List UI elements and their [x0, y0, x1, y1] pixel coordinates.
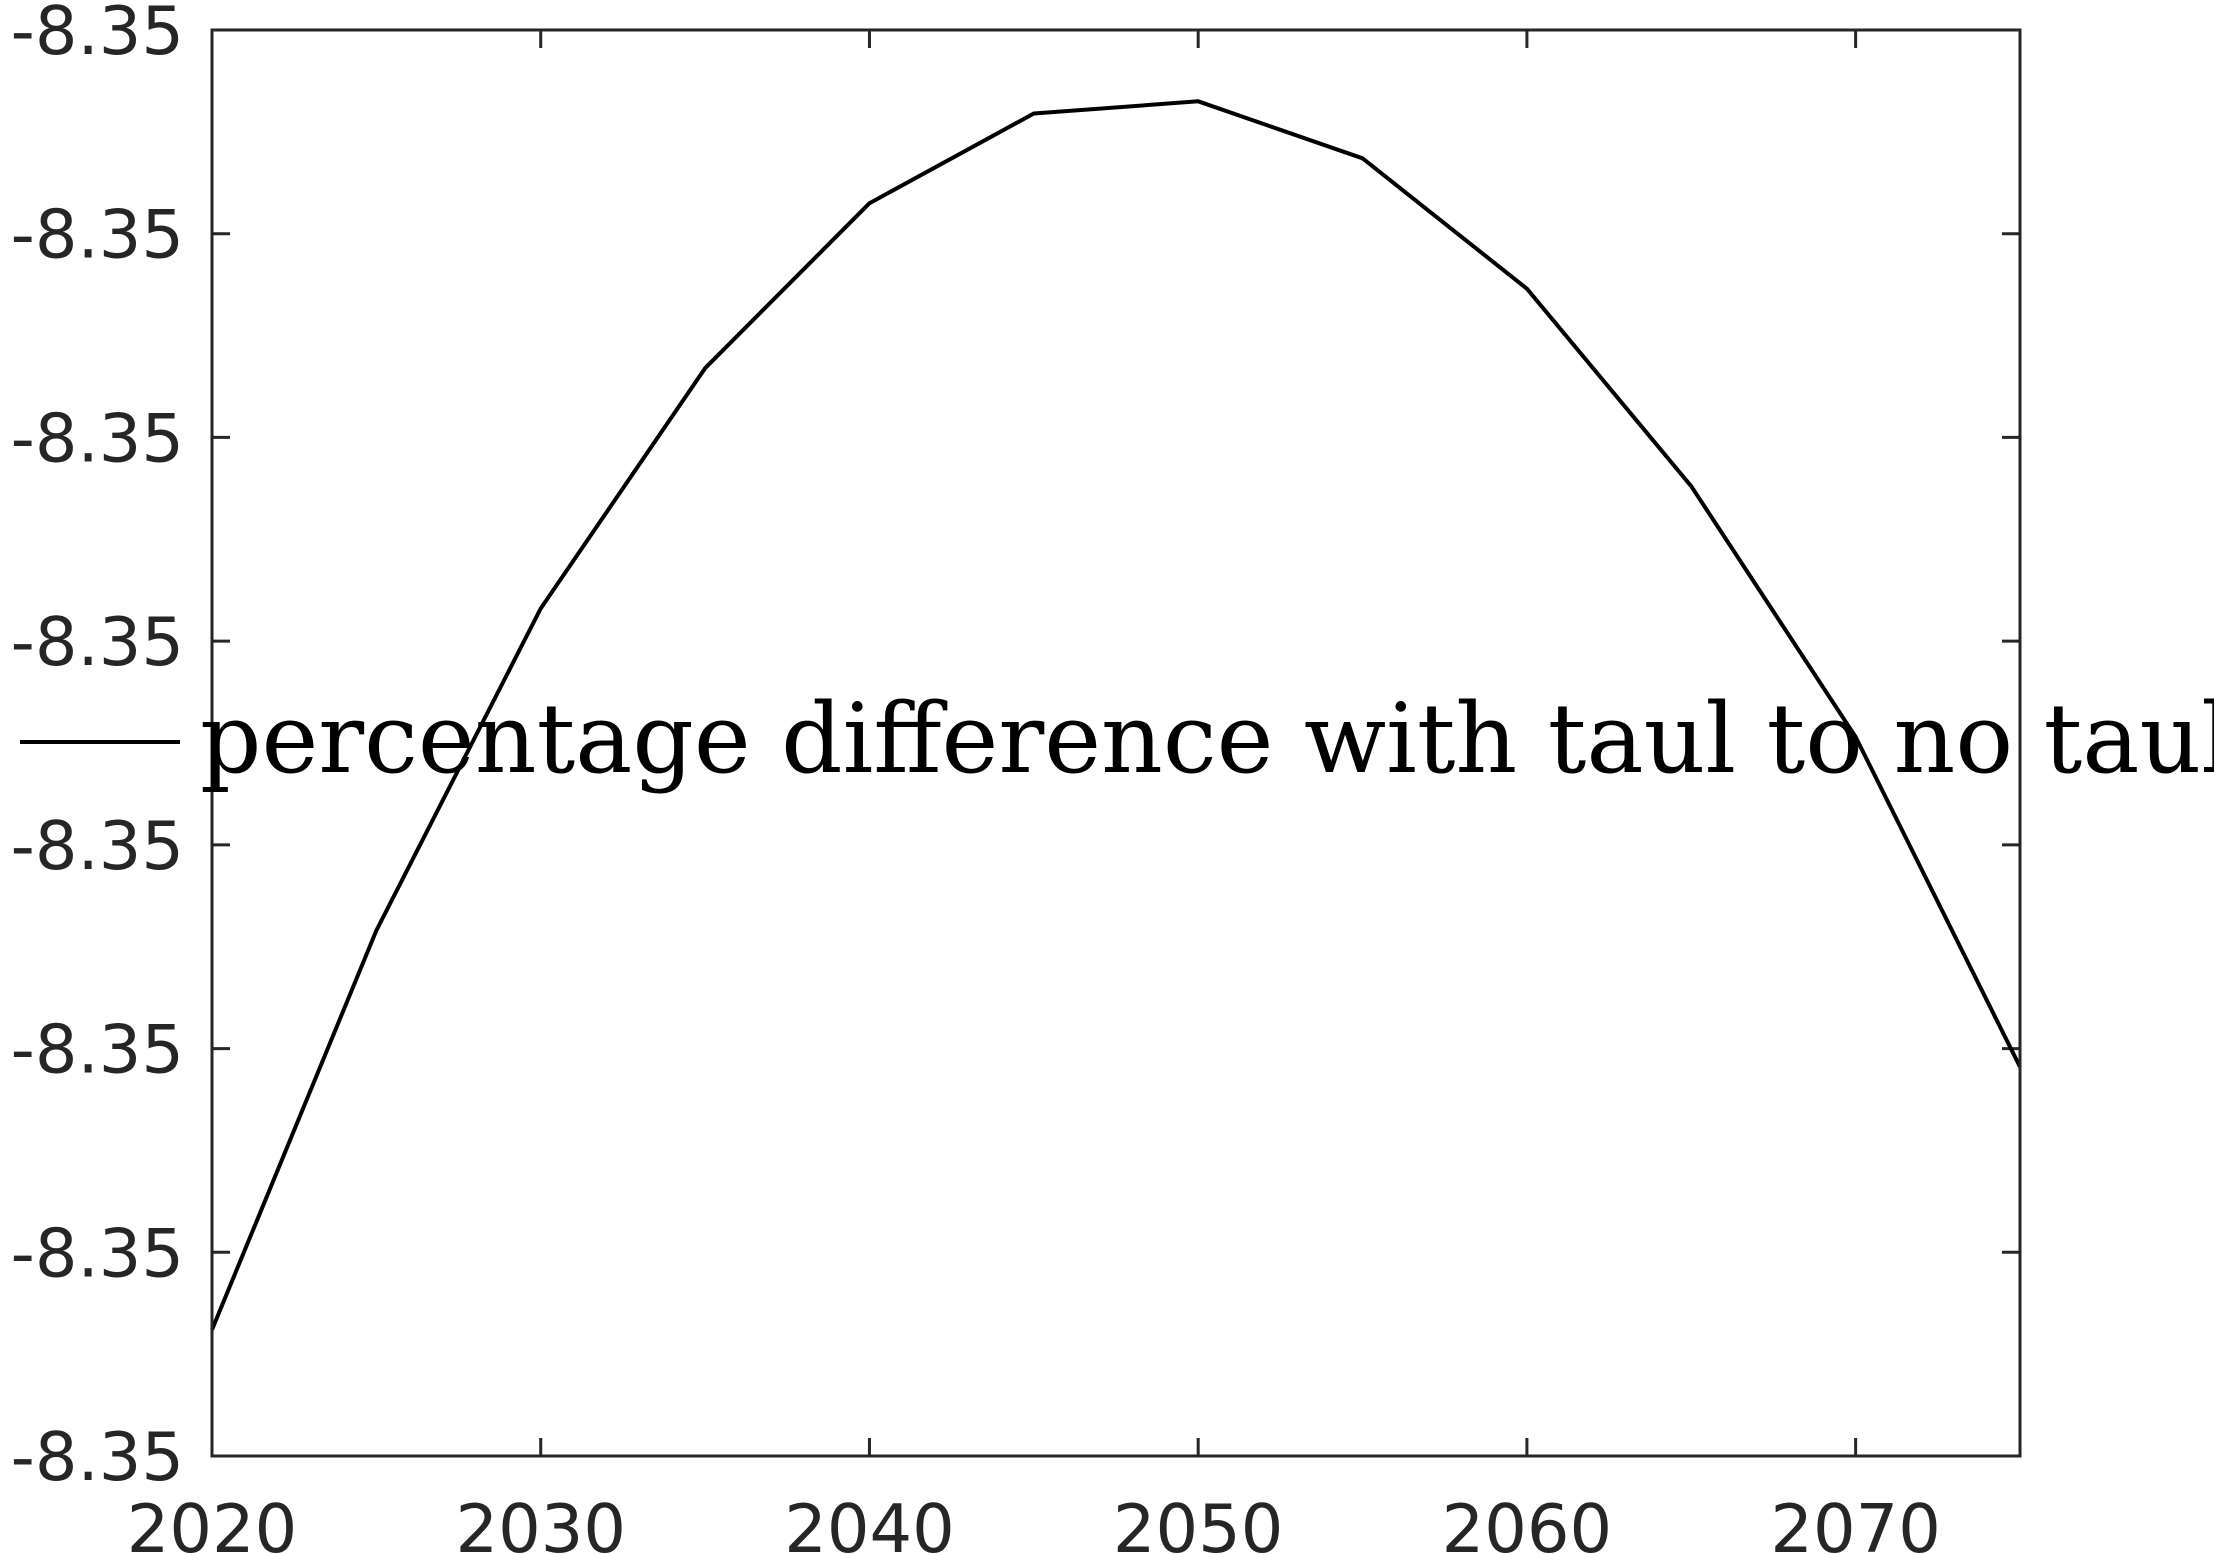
y-tick-label: -8.35 — [11, 1011, 184, 1089]
plot-frame — [210, 28, 2022, 1458]
x-tick-label: 2040 — [784, 1490, 955, 1554]
x-tick-label: 2020 — [127, 1490, 298, 1554]
x-tick-label: 2060 — [1442, 1490, 1613, 1554]
legend-label: percentage difference with taul to no ta… — [200, 683, 2214, 795]
y-tick-labels: -8.35 -8.35 -8.35 -8.35 -8.35 -8.35 -8.35 -8.35 — [11, 0, 184, 1496]
y-tick-label: -8.35 — [11, 0, 184, 70]
x-tick-label: 2070 — [1770, 1490, 1941, 1554]
y-tick-label: -8.35 — [11, 1418, 184, 1496]
y-tick-label: -8.35 — [11, 807, 184, 885]
plot-background — [212, 30, 2020, 1456]
y-tick-label: -8.35 — [11, 1214, 184, 1292]
x-tick-labels: 2020 2030 2040 2050 2060 2070 — [127, 1490, 1941, 1554]
axis-ticks — [210, 28, 2020, 1458]
legend: percentage difference with taul to no ta… — [20, 683, 2214, 795]
series-lines — [210, 99, 2022, 1331]
series-line-0 — [210, 99, 2022, 1331]
y-tick-label: -8.35 — [11, 399, 184, 477]
x-tick-label: 2030 — [455, 1490, 626, 1554]
y-tick-label: -8.35 — [11, 603, 184, 681]
x-tick-label: 2050 — [1113, 1490, 1284, 1554]
y-tick-label: -8.35 — [11, 196, 184, 274]
